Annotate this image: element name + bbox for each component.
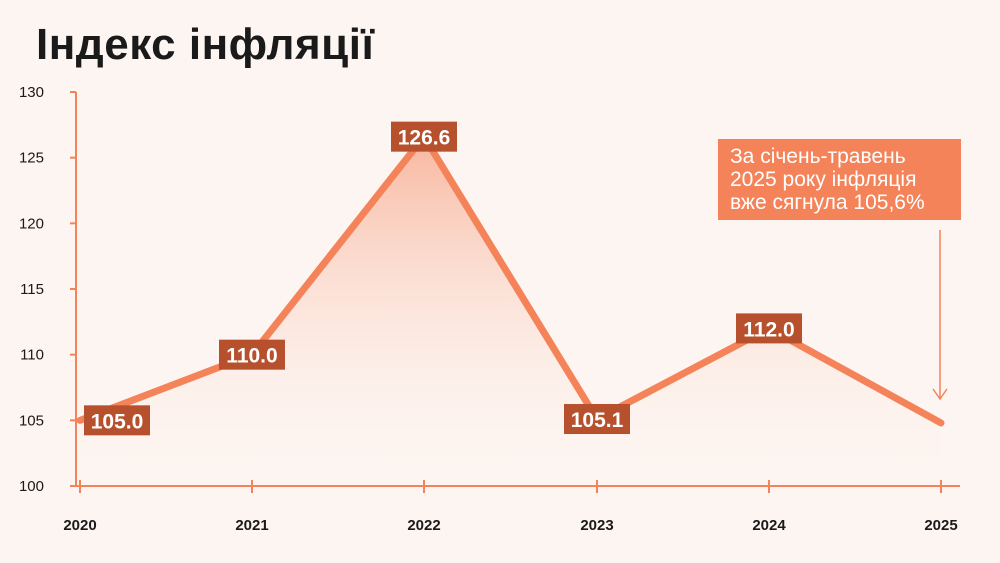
data-label-box — [84, 405, 150, 436]
x-tick-label: 2022 — [407, 517, 440, 534]
y-tick-label: 105 — [19, 412, 44, 429]
data-label-box — [564, 404, 630, 435]
data-label: 126.6 — [398, 127, 451, 150]
data-label: 105.0 — [91, 410, 144, 433]
y-tick-label: 110 — [20, 347, 44, 364]
area-fill — [80, 136, 941, 487]
x-tick-label: 2020 — [63, 517, 96, 534]
x-tick-label: 2024 — [752, 517, 786, 534]
annotation-callout: За січень-травень 2025 року інфляція вже… — [718, 139, 961, 220]
y-tick-label: 125 — [19, 150, 44, 167]
series-line-segment — [765, 324, 945, 427]
data-label-box — [736, 313, 802, 344]
series-line-segment — [593, 324, 773, 423]
data-label: 105.1 — [571, 409, 624, 432]
data-label-box — [219, 339, 285, 370]
x-tick-label: 2025 — [924, 517, 957, 534]
y-tick-label: 115 — [20, 281, 44, 298]
x-tick-label: 2023 — [580, 517, 613, 534]
chart-title: Індекс інфляції — [36, 20, 375, 69]
annotation-arrow-head — [932, 388, 948, 401]
y-tick-label: 120 — [19, 215, 44, 232]
series-line-segment — [248, 133, 428, 359]
y-tick-label: 100 — [19, 478, 44, 495]
data-label-box — [391, 121, 457, 152]
x-tick-label: 2021 — [235, 517, 268, 534]
y-tick-label: 130 — [19, 84, 44, 101]
data-label: 110.0 — [226, 345, 277, 368]
data-label: 112.0 — [743, 318, 794, 341]
series-line-segment — [420, 133, 601, 423]
